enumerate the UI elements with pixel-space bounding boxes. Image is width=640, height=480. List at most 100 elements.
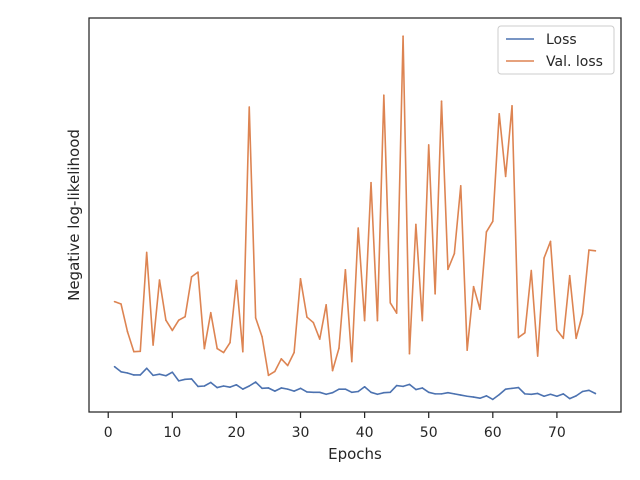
data-point (139, 374, 142, 376)
x-tick-label: 10 (163, 425, 181, 441)
data-point (229, 386, 231, 388)
data-point (222, 385, 225, 387)
data-point (511, 105, 513, 107)
data-point (498, 393, 501, 396)
data-point (267, 387, 270, 389)
data-point (588, 389, 590, 392)
data-point (485, 231, 488, 233)
data-point (216, 386, 218, 389)
data-point (594, 392, 597, 395)
data-point (165, 319, 167, 322)
data-point (306, 391, 308, 393)
data-point (594, 250, 597, 252)
data-point (568, 274, 571, 277)
data-point (171, 371, 174, 374)
data-point (363, 319, 366, 322)
data-point (344, 388, 347, 390)
data-point (498, 112, 501, 115)
data-point (434, 393, 436, 395)
data-point (235, 279, 238, 282)
data-point (402, 35, 404, 37)
data-point (152, 374, 154, 377)
data-point (222, 351, 225, 354)
data-point (216, 347, 218, 350)
data-point (543, 395, 545, 398)
data-point (184, 315, 186, 318)
data-point (293, 351, 295, 354)
y-axis-label: Negative log-likelihood (65, 129, 83, 301)
data-point (472, 396, 475, 398)
data-point (530, 393, 533, 396)
data-point (133, 350, 135, 353)
x-tick-label: 30 (292, 425, 310, 441)
legend: Loss Val. loss (497, 25, 615, 75)
data-point (248, 106, 251, 108)
data-point (293, 390, 295, 392)
data-point (479, 308, 481, 310)
data-point (466, 349, 468, 351)
data-point (248, 385, 251, 387)
x-tick-label: 20 (228, 425, 246, 441)
data-point (453, 252, 456, 255)
data-point (575, 395, 577, 397)
data-point (152, 344, 154, 346)
data-point (492, 398, 494, 401)
data-point (242, 388, 244, 390)
data-point (190, 276, 193, 278)
data-point (524, 393, 526, 395)
data-point (197, 271, 199, 273)
data-point (440, 100, 443, 102)
data-point (318, 391, 321, 394)
data-point (395, 384, 398, 387)
data-point (543, 257, 545, 259)
data-point (447, 268, 449, 271)
data-point (376, 319, 379, 322)
data-point (177, 380, 180, 382)
data-point (177, 319, 180, 322)
data-point (434, 293, 436, 295)
data-point (229, 341, 231, 344)
data-point (254, 381, 257, 383)
data-point (479, 397, 481, 400)
x-axis-label: Epochs (328, 445, 382, 463)
data-point (286, 364, 289, 367)
data-point (357, 390, 360, 393)
data-point (568, 397, 571, 400)
data-point (517, 336, 520, 339)
data-point (261, 335, 263, 338)
data-point (363, 385, 366, 388)
data-point (120, 371, 122, 373)
x-tick-label: 60 (484, 425, 502, 441)
data-point (209, 311, 212, 314)
x-tick-label: 50 (420, 425, 438, 441)
data-point (440, 393, 443, 395)
data-point (351, 360, 353, 363)
data-point (351, 391, 353, 394)
data-point (274, 370, 276, 373)
data-point (145, 251, 148, 254)
data-point (325, 304, 327, 306)
data-point (562, 393, 565, 395)
series-line-0 (113, 365, 597, 401)
data-point (395, 312, 398, 314)
data-point (306, 316, 308, 318)
data-point (158, 279, 161, 281)
data-point (139, 350, 142, 353)
data-point (274, 390, 276, 392)
data-point (203, 347, 206, 350)
data-point (588, 249, 590, 251)
data-point (325, 393, 327, 396)
data-point (338, 388, 340, 390)
data-point (261, 387, 263, 390)
data-point (331, 369, 334, 372)
data-point (536, 392, 539, 395)
x-tick-label: 40 (356, 425, 374, 441)
data-point (427, 144, 430, 146)
data-point (459, 185, 462, 187)
x-tick-label: 0 (104, 425, 113, 441)
data-point (280, 358, 283, 360)
data-point (581, 313, 584, 315)
data-point (466, 395, 468, 398)
data-point (549, 393, 552, 396)
data-point (504, 175, 507, 178)
